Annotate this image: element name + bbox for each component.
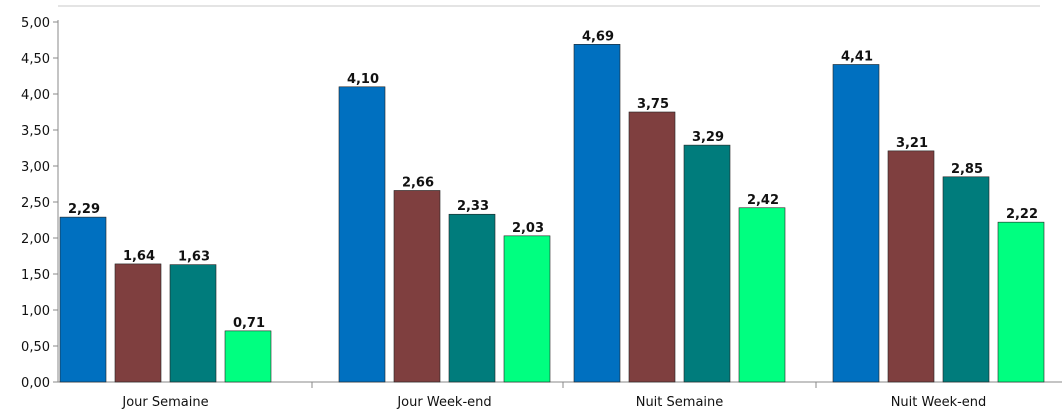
x-category-label: Nuit Week-end xyxy=(891,395,987,410)
bar xyxy=(573,44,621,383)
y-tick-label: 2,50 xyxy=(21,196,50,211)
bar xyxy=(224,330,272,383)
y-tick-label: 3,00 xyxy=(21,160,50,175)
data-label: 0,71 xyxy=(233,316,265,331)
bar xyxy=(942,176,990,383)
axes: 0,00 0,50 1,00 1,50 2,00 2,50 3,00 3,50 4,00 4,50… xyxy=(21,16,1062,410)
bar xyxy=(393,190,441,383)
y-tick-label: 1,50 xyxy=(21,268,50,283)
data-label: 4,10 xyxy=(347,72,379,87)
bar xyxy=(169,264,217,383)
data-labels: 2,29 1,64 1,63 0,71 4,10 2,66 2,33 2,03 4,69 3,75… xyxy=(68,29,1038,331)
bar xyxy=(503,235,551,383)
data-label: 4,69 xyxy=(582,29,614,44)
y-tick-label: 0,50 xyxy=(21,340,50,355)
y-tick-label: 3,50 xyxy=(21,124,50,139)
y-tick-label: 2,00 xyxy=(21,232,50,247)
data-label: 2,66 xyxy=(402,175,434,190)
bar xyxy=(59,216,107,383)
x-category-label: Nuit Semaine xyxy=(636,395,724,410)
bar xyxy=(997,221,1045,383)
data-label: 3,21 xyxy=(896,136,928,151)
data-label: 2,85 xyxy=(951,162,983,177)
x-category-label: Jour Week-end xyxy=(396,395,491,410)
data-label: 2,03 xyxy=(512,221,544,236)
bar xyxy=(338,86,386,383)
data-label: 2,42 xyxy=(747,193,779,208)
data-label: 2,29 xyxy=(68,202,100,217)
data-label: 2,22 xyxy=(1006,207,1038,222)
data-label: 2,33 xyxy=(457,199,489,214)
bar xyxy=(832,64,880,383)
data-label: 3,29 xyxy=(692,130,724,145)
y-tick-label: 4,50 xyxy=(21,52,50,67)
y-tick-label: 5,00 xyxy=(21,16,50,31)
y-tick-label: 0,00 xyxy=(21,376,50,391)
bars xyxy=(59,44,1045,383)
bar xyxy=(628,111,676,383)
x-category-label: Jour Semaine xyxy=(121,395,208,410)
data-label: 1,63 xyxy=(178,250,210,265)
data-label: 4,41 xyxy=(841,49,873,64)
y-tick-label: 1,00 xyxy=(21,304,50,319)
bar xyxy=(887,150,935,383)
data-label: 1,64 xyxy=(123,249,155,264)
bar xyxy=(114,263,162,383)
y-tick-label: 4,00 xyxy=(21,88,50,103)
bar xyxy=(738,207,786,383)
bar xyxy=(683,144,731,383)
data-label: 3,75 xyxy=(637,97,669,112)
bar xyxy=(448,213,496,383)
